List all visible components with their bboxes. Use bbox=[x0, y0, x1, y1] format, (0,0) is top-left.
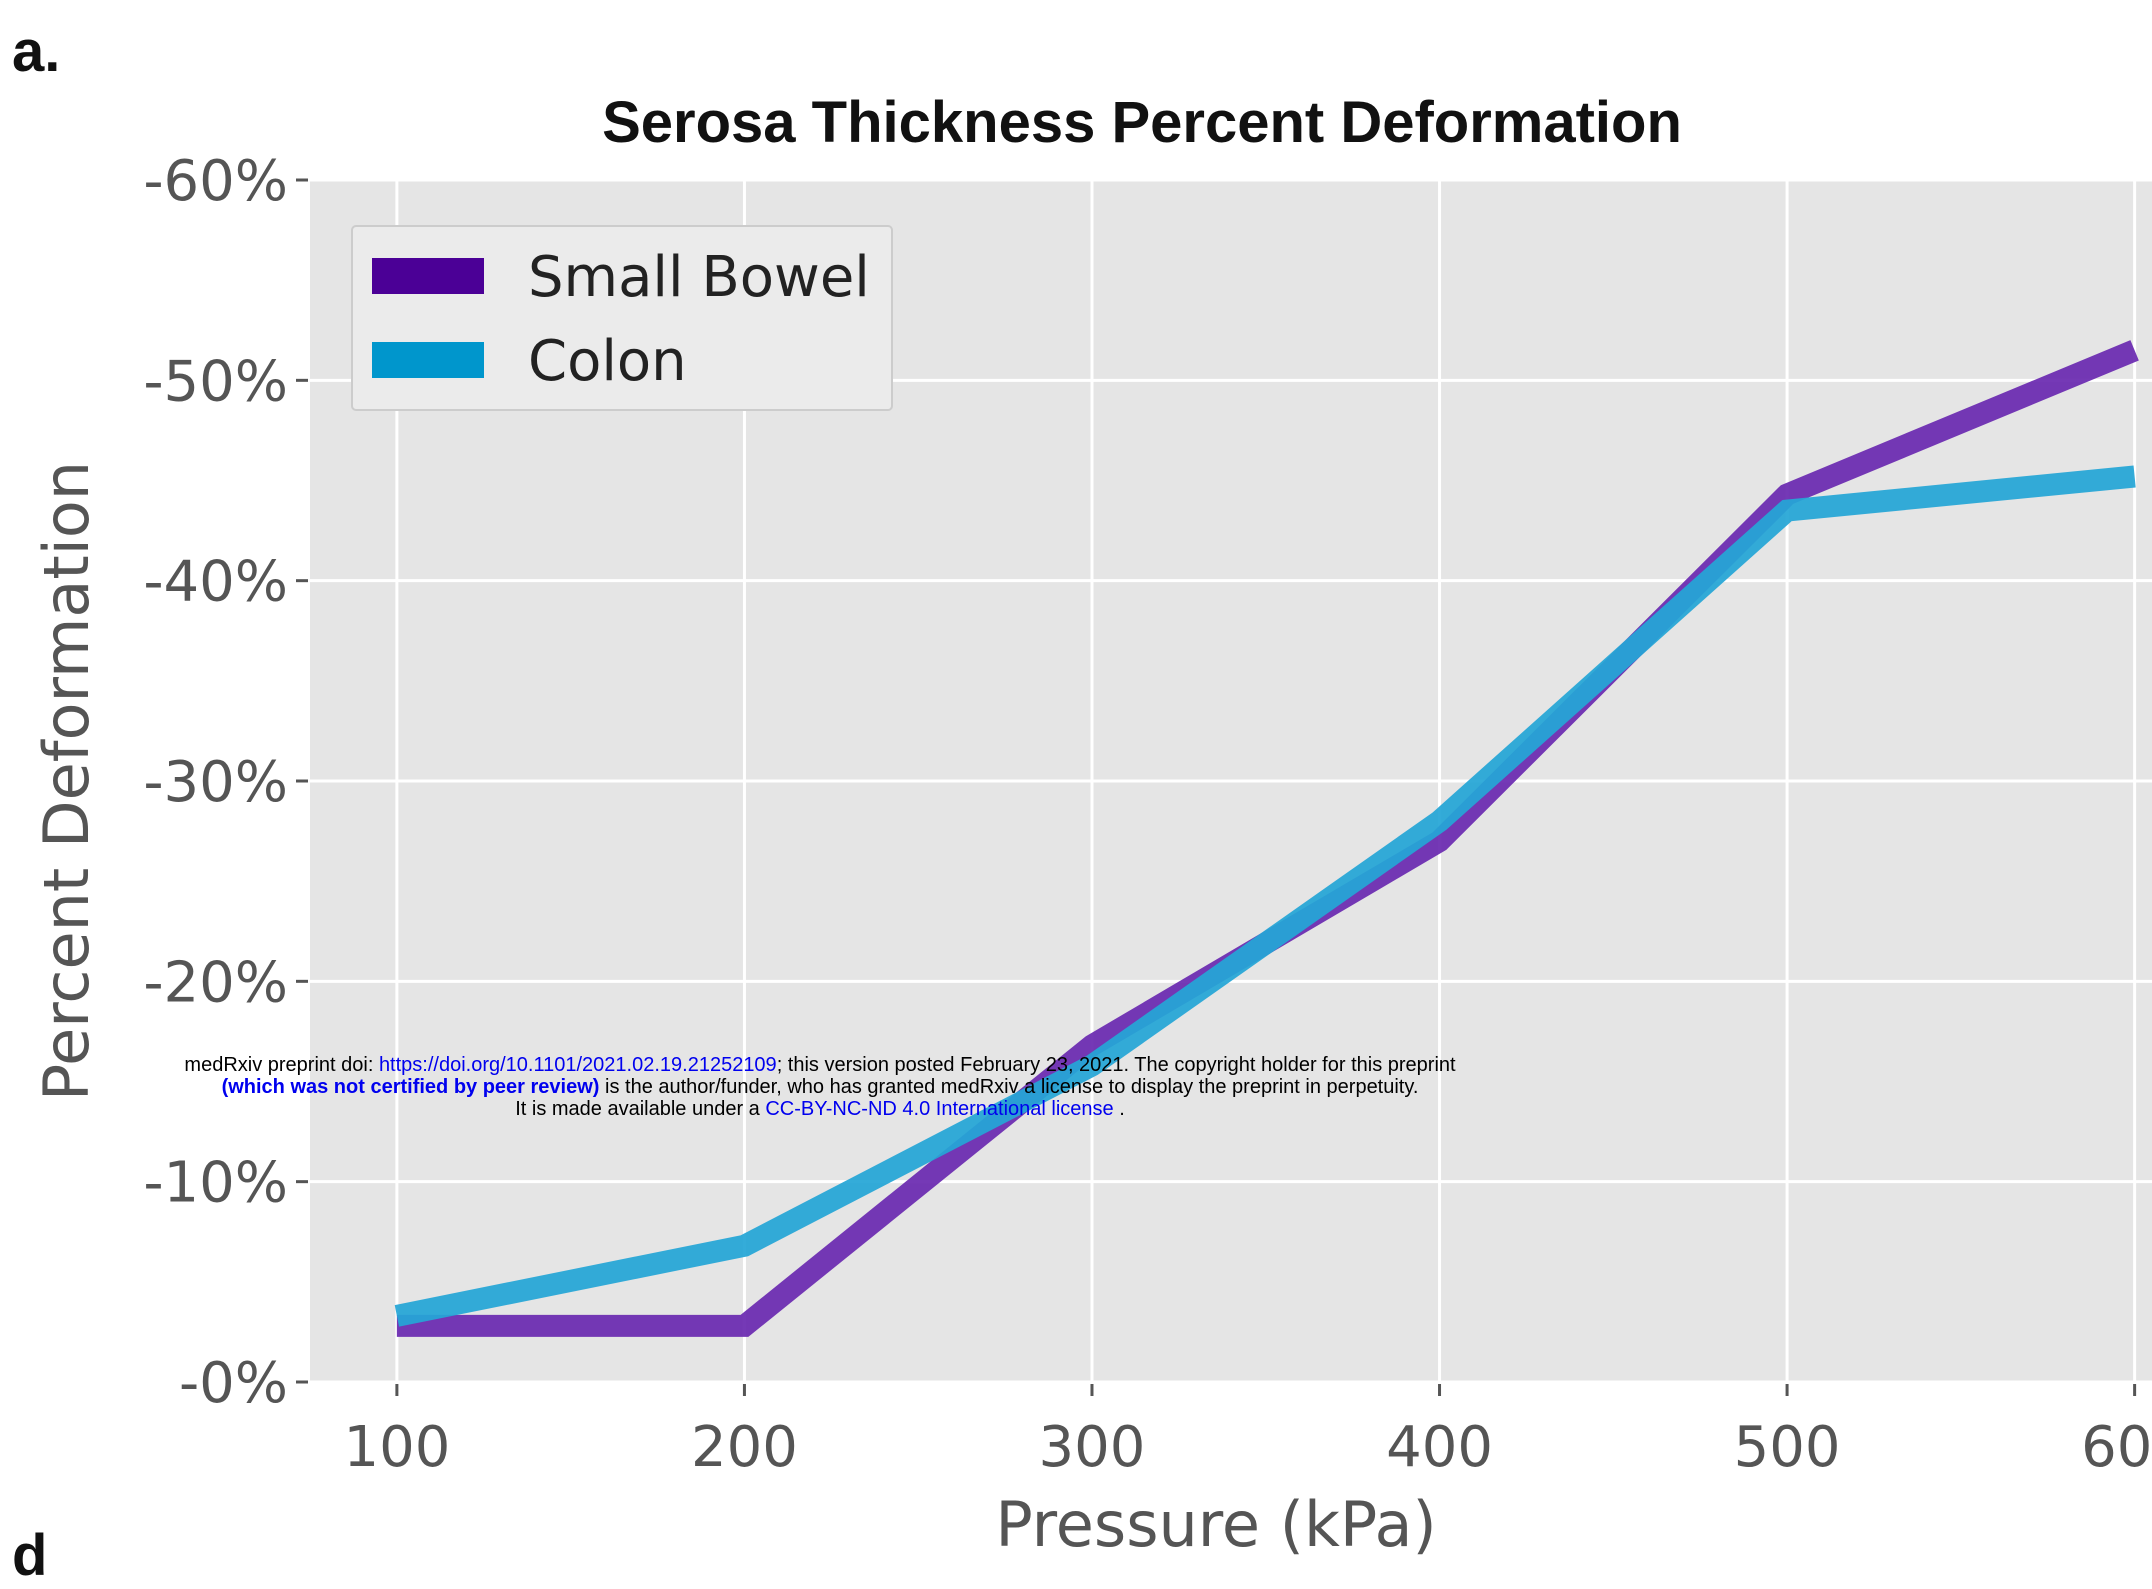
preprint-notice: medRxiv preprint doi: https://doi.org/10… bbox=[0, 1054, 1640, 1120]
notice-text: medRxiv preprint doi: bbox=[184, 1054, 379, 1076]
chart-title: Serosa Thickness Percent Deformation bbox=[602, 90, 1682, 155]
next-panel-label: d bbox=[12, 1523, 48, 1588]
y-tick-label: -20% bbox=[143, 950, 288, 1015]
legend: Small Bowel Colon bbox=[351, 225, 893, 411]
x-tick-label: 500 bbox=[1734, 1415, 1841, 1480]
notice-line-2: (which was not certified by peer review)… bbox=[0, 1076, 1640, 1098]
license-link[interactable]: CC-BY-NC-ND 4.0 International license bbox=[765, 1098, 1114, 1120]
x-tick-label: 600 bbox=[2081, 1415, 2152, 1480]
legend-box bbox=[351, 225, 893, 411]
legend-label: Small Bowel bbox=[528, 245, 870, 310]
x-axis: 100 200 300 400 500 600 bbox=[343, 1384, 2152, 1480]
y-tick-label: -50% bbox=[143, 349, 288, 414]
doi-link[interactable]: https://doi.org/10.1101/2021.02.19.21252… bbox=[378, 1054, 777, 1076]
notice-line-1: medRxiv preprint doi: https://doi.org/10… bbox=[0, 1054, 1640, 1076]
series-line-colon bbox=[394, 465, 2136, 1327]
y-tick-label: -10% bbox=[143, 1151, 288, 1216]
series-layer bbox=[394, 340, 2139, 1337]
legend-label: Colon bbox=[528, 329, 687, 394]
x-tick-label: 100 bbox=[343, 1415, 450, 1480]
notice-text: is the author/funder, who has granted me… bbox=[599, 1076, 1419, 1098]
y-tick-label: -60% bbox=[143, 149, 288, 214]
x-tick-label: 300 bbox=[1039, 1415, 1146, 1480]
legend-swatch bbox=[372, 342, 484, 378]
panel-label: a. bbox=[12, 19, 61, 84]
y-tick-label: -40% bbox=[143, 550, 288, 615]
x-tick-label: 200 bbox=[691, 1415, 798, 1480]
legend-swatch bbox=[372, 258, 484, 294]
y-axis: -0% -10% -20% -30% -40% -50% -60% bbox=[143, 149, 308, 1416]
x-axis-label: Pressure (kPa) bbox=[995, 1488, 1436, 1561]
y-tick-label: -30% bbox=[143, 750, 288, 815]
notice-text: It is made available under a bbox=[515, 1098, 766, 1120]
peer-review-note: (which was not certified by peer review) bbox=[221, 1076, 600, 1098]
notice-text: . bbox=[1113, 1098, 1125, 1120]
x-tick-label: 400 bbox=[1386, 1415, 1493, 1480]
notice-line-3: It is made available under a CC-BY-NC-ND… bbox=[0, 1098, 1640, 1120]
y-tick-label: -0% bbox=[179, 1351, 288, 1416]
notice-text: ; this version posted February 23, 2021.… bbox=[776, 1054, 1456, 1076]
y-axis-label: Percent Deformation bbox=[30, 461, 103, 1101]
